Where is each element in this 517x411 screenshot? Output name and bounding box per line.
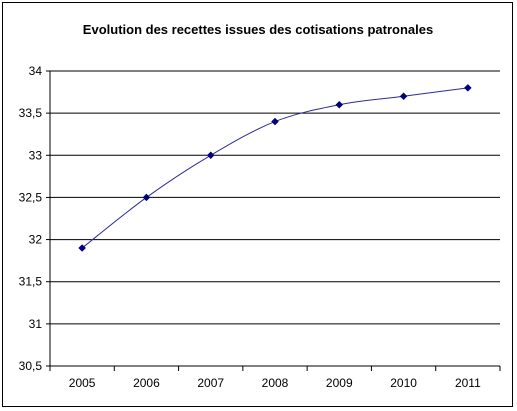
- x-tick-label: 2005: [69, 376, 96, 390]
- y-tick-label: 31,5: [19, 275, 43, 289]
- y-tick-label: 30,5: [19, 359, 43, 373]
- x-tick-label: 2011: [455, 376, 481, 390]
- axes: [46, 70, 501, 371]
- x-tick-label: 2007: [197, 376, 224, 390]
- x-tick-label: 2006: [133, 376, 160, 390]
- data-point-marker: [271, 117, 279, 126]
- y-tick-label: 34: [29, 64, 43, 78]
- data-point-marker: [464, 84, 472, 92]
- data-point-marker: [335, 100, 344, 109]
- data-point-marker: [142, 193, 151, 202]
- x-tick-label: 2009: [326, 376, 353, 390]
- x-tick-label: 2010: [390, 376, 417, 390]
- series-path: [81, 87, 468, 249]
- y-tick-label: 32: [29, 233, 43, 247]
- data-point-marker: [206, 151, 215, 160]
- data-markers: [78, 84, 472, 252]
- data-point-marker: [399, 92, 408, 101]
- series-line: [81, 87, 468, 249]
- y-tick-label: 33,5: [19, 106, 43, 120]
- data-point-marker: [78, 244, 86, 252]
- y-tick-labels: 30,5 31 31,5 32 32,5 33 33,5 34: [19, 64, 43, 373]
- y-tick-label: 32,5: [19, 190, 43, 204]
- y-tick-label: 33: [29, 148, 43, 162]
- y-tick-label: 31: [29, 317, 43, 331]
- chart-frame: [2, 2, 513, 407]
- chart-title: Evolution des recettes issues des cotisa…: [83, 22, 433, 37]
- gridlines: [50, 70, 500, 325]
- x-tick-label: 2008: [262, 376, 289, 390]
- x-tick-labels: 2005 2006 2007 2008 2009 2010 2011: [69, 376, 481, 390]
